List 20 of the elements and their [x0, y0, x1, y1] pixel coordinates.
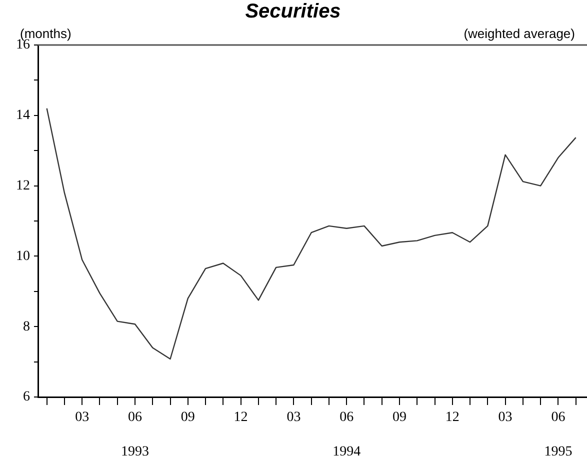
x-tick-label: 09 — [392, 410, 406, 426]
x-tick-label: 12 — [234, 410, 248, 426]
x-tick-label: 03 — [75, 410, 90, 426]
y-tick-label: 6 — [23, 390, 30, 405]
text: 1994 — [332, 444, 361, 459]
chart-title: Securities — [245, 0, 341, 23]
text: 1995 — [544, 444, 572, 459]
x-tick-label: 12 — [445, 410, 460, 426]
x-tick-label: 03 — [498, 410, 512, 426]
chart-subtitle: (weighted average) — [464, 26, 575, 42]
text: 1993 — [120, 444, 149, 459]
x-tick-label: 06 — [128, 410, 142, 426]
x-tick-label: 09 — [180, 410, 195, 426]
x-tick-label: 06 — [340, 410, 354, 426]
x-tick-label: 06 — [551, 410, 566, 426]
y-tick-label: 8 — [23, 319, 30, 334]
y-tick-label: 14 — [16, 108, 30, 124]
x-tick-label: 03 — [286, 410, 301, 426]
y-tick-label: 10 — [16, 248, 30, 264]
y-tick-label: 12 — [16, 178, 30, 194]
